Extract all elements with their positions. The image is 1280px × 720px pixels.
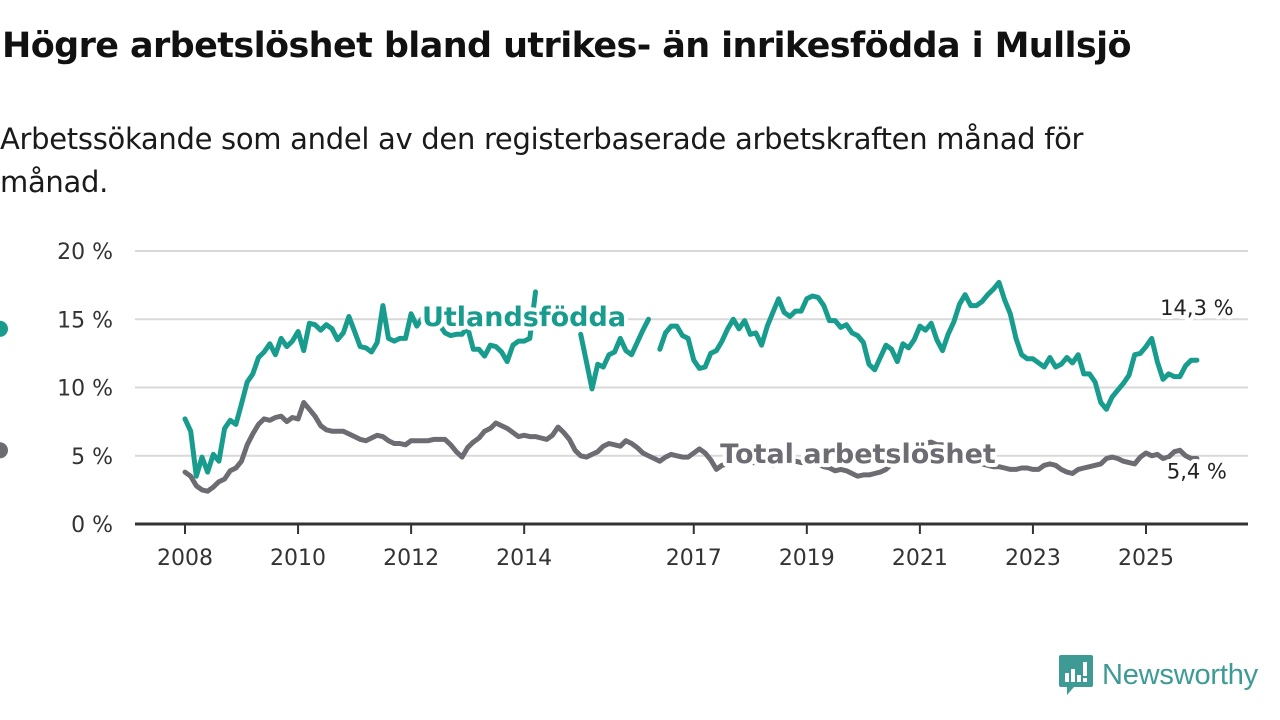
series-line-utlandsfodda <box>182 279 1200 479</box>
y-axis-tick-labels: 0 % 5 % 10 % 15 % 20 % <box>57 240 113 538</box>
end-point-marker <box>0 442 8 459</box>
end-point-marker <box>0 320 8 337</box>
y-tick-label: 15 % <box>57 308 113 333</box>
brand-name: Newsworthy <box>1102 658 1258 691</box>
x-tick-label: 2025 <box>1118 546 1174 571</box>
series-line-total <box>182 400 1200 494</box>
y-tick-label: 0 % <box>71 513 113 538</box>
gridlines <box>135 250 1248 457</box>
newsworthy-logo[interactable]: Newsworthy <box>1058 654 1258 696</box>
x-tick-label: 2021 <box>892 546 948 571</box>
newsworthy-logo-icon <box>1059 655 1093 695</box>
x-axis: 2008 2010 2012 2014 2017 2019 2021 2023 2025 <box>135 522 1248 571</box>
y-tick-label: 20 % <box>57 240 113 265</box>
end-value-label-utlandsfodda: 14,3 % <box>1160 296 1233 320</box>
x-tick-label: 2017 <box>666 546 722 571</box>
chart-title: Högre arbetslöshet bland utrikes- än inr… <box>2 26 1132 66</box>
x-tick-label: 2012 <box>383 546 439 571</box>
y-tick-label: 5 % <box>71 445 113 470</box>
y-tick-label: 10 % <box>57 377 113 402</box>
series-lines <box>0 279 1200 494</box>
series-label-utlandsfodda: Utlandsfödda <box>422 302 626 333</box>
end-value-label-total: 5,4 % <box>1167 459 1227 483</box>
x-tick-label: 2019 <box>779 546 835 571</box>
x-tick-label: 2014 <box>496 546 552 571</box>
x-tick-label: 2008 <box>157 546 213 571</box>
x-tick-label: 2010 <box>270 546 326 571</box>
series-labels: Utlandsfödda Total arbetslöshet 14,3 % 5,4 … <box>418 292 1238 487</box>
chart-subtitle: Arbetssökande som andel av den registerb… <box>0 122 1084 199</box>
series-label-total: Total arbetslöshet <box>720 439 996 470</box>
x-tick-label: 2023 <box>1005 546 1061 571</box>
